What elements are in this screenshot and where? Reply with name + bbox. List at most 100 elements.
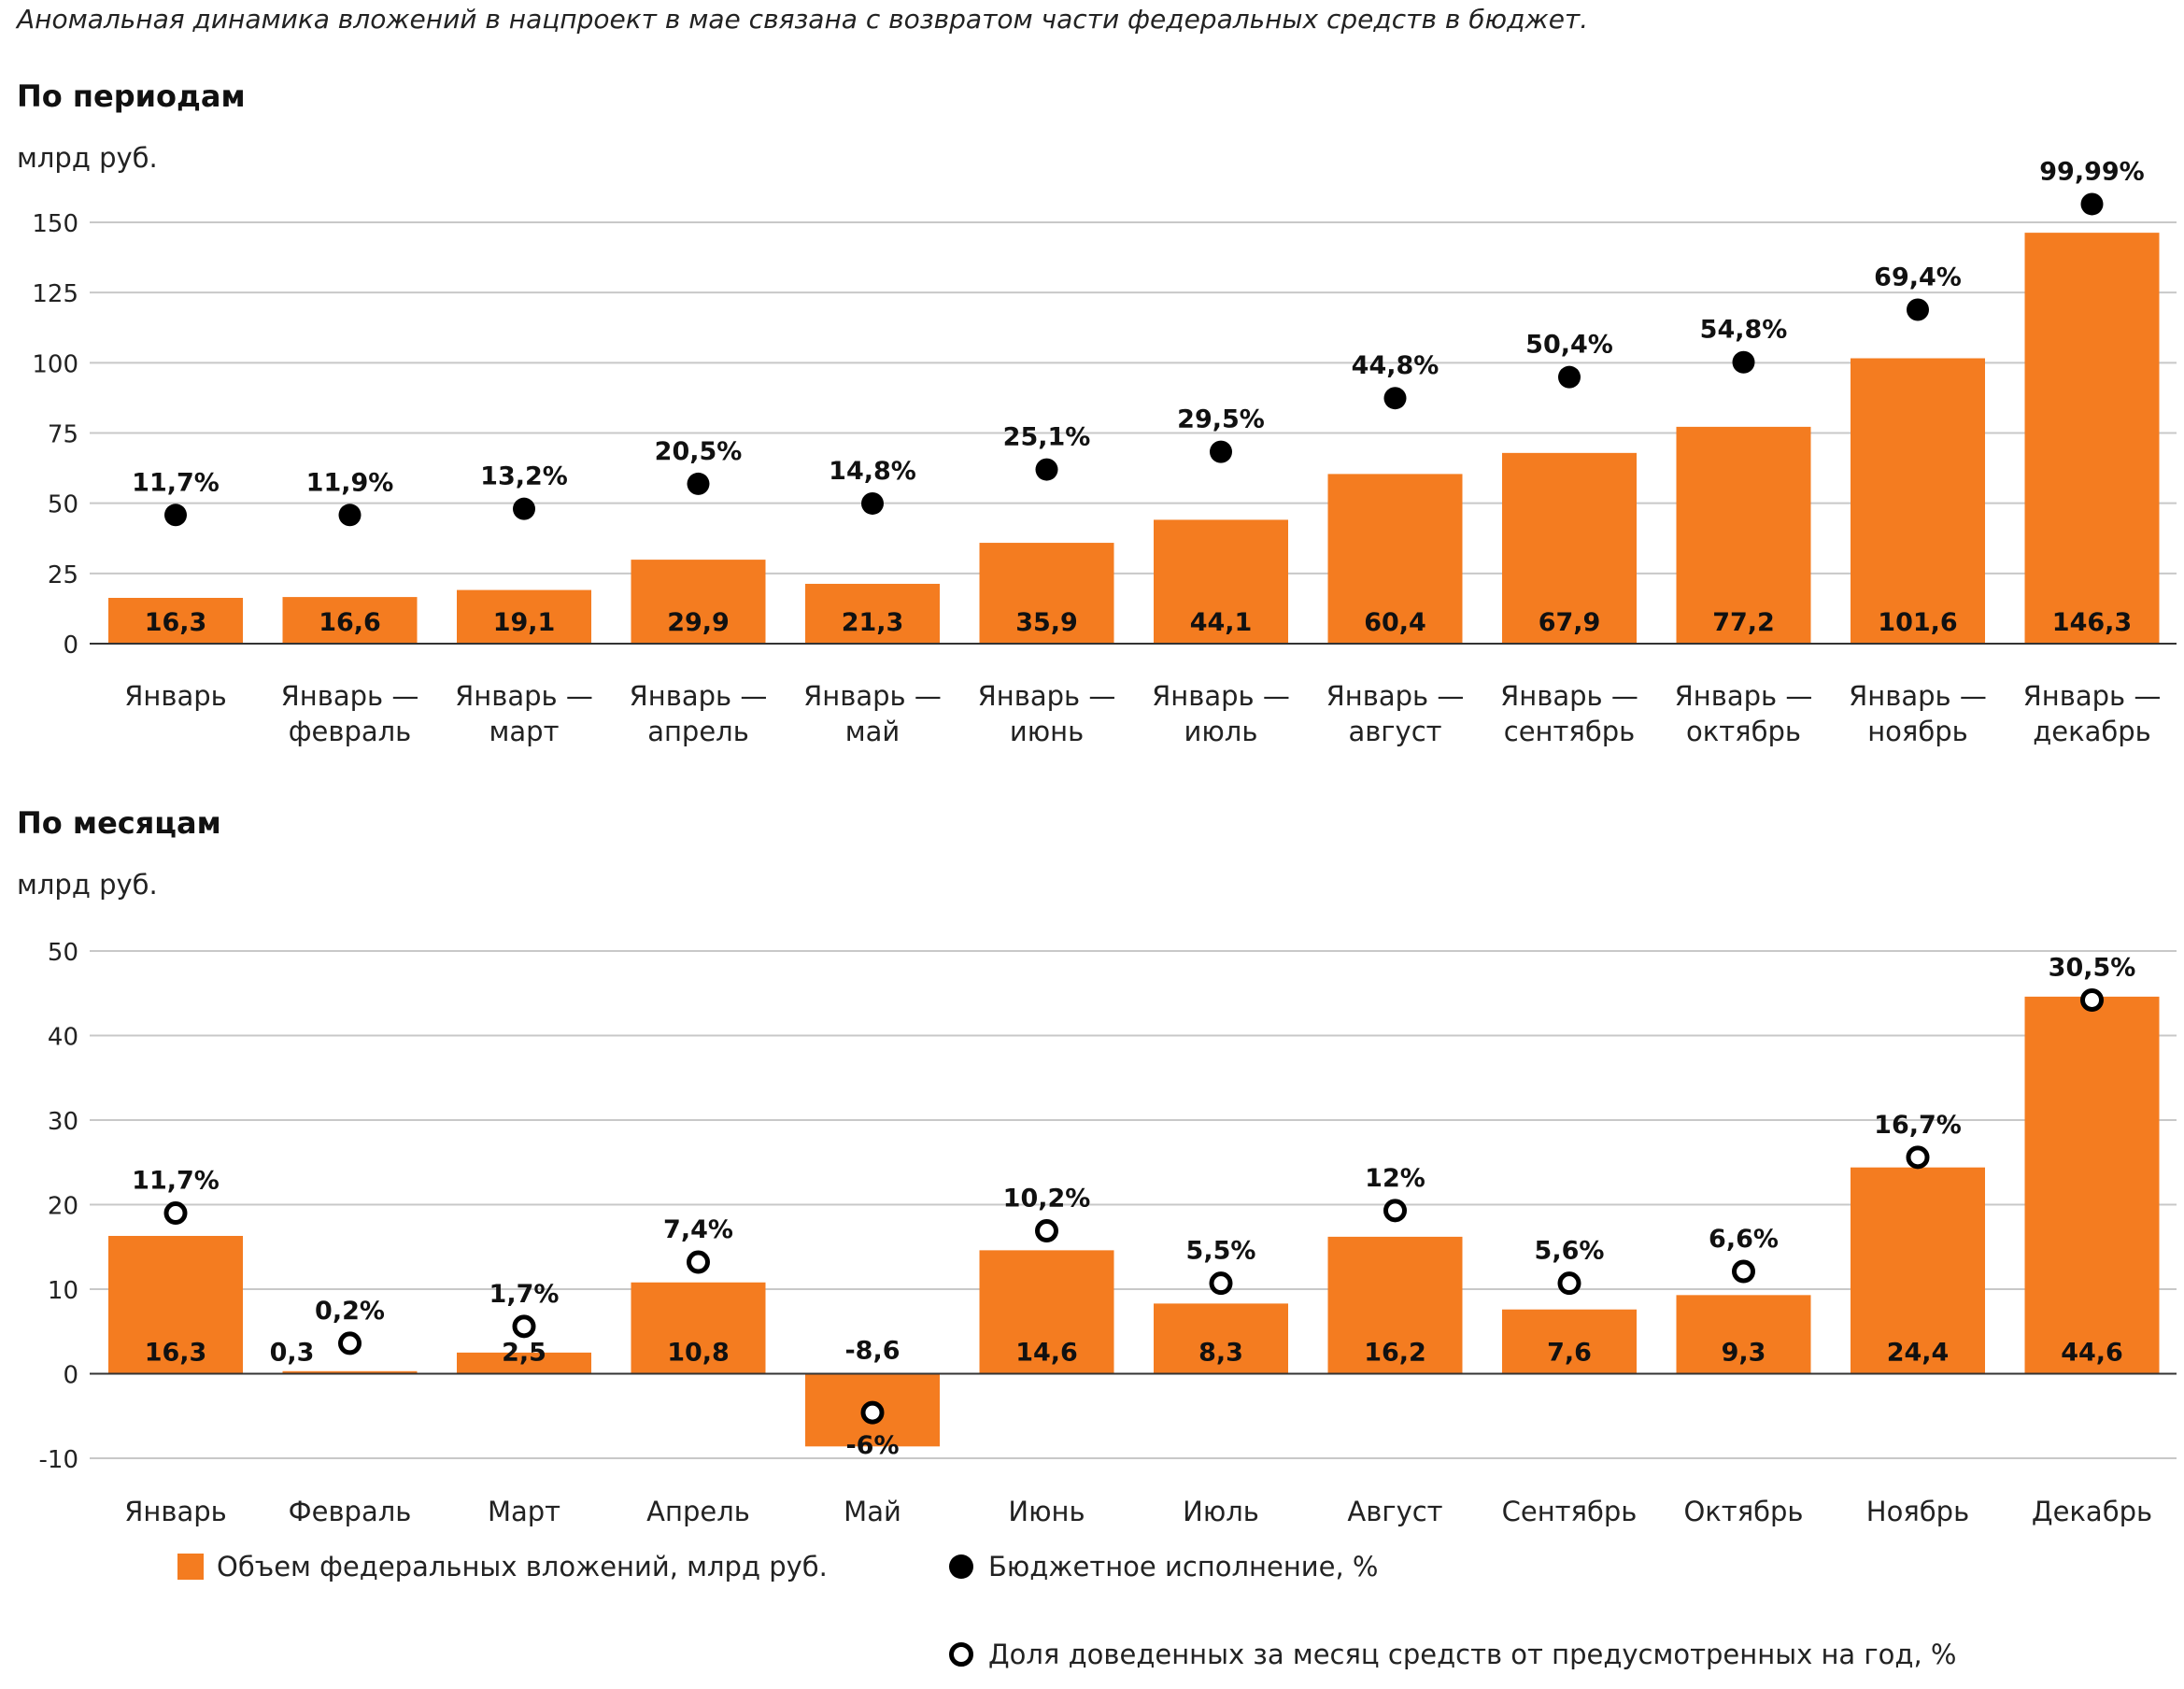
legend-bars: Объем федеральных вложений, млрд руб. xyxy=(177,1551,828,1583)
share-marker-ring xyxy=(1209,1271,1233,1296)
marker-percent-label: 11,7% xyxy=(132,1167,220,1196)
bar xyxy=(631,560,766,644)
bar-value-label: 146,3 xyxy=(2052,608,2132,637)
x-category-label: октябрь xyxy=(1686,716,1801,747)
bar xyxy=(805,583,940,644)
bar xyxy=(282,1370,418,1374)
execution-marker-dot xyxy=(338,504,362,527)
marker-percent-label: 13,2% xyxy=(480,462,568,491)
bar xyxy=(1502,452,1637,644)
x-category-label: Январь xyxy=(124,680,226,712)
y-tick-label: 25 xyxy=(48,561,78,589)
share-marker-ring xyxy=(860,1400,885,1425)
marker-percent-label: 12% xyxy=(1365,1164,1425,1193)
y-tick-label: 0 xyxy=(63,1362,78,1390)
bar xyxy=(631,1282,766,1374)
marker-percent-label: 14,8% xyxy=(829,457,916,486)
y-tick-label: 0 xyxy=(63,632,78,660)
bar-value-label: -8,6 xyxy=(844,1337,900,1366)
bar xyxy=(1154,1303,1288,1374)
marker-percent-label: 11,9% xyxy=(306,468,394,497)
marker-percent-label: 29,5% xyxy=(1177,405,1265,434)
bar xyxy=(2024,233,2160,644)
bar xyxy=(1154,519,1288,644)
share-marker-ring xyxy=(1035,1219,1058,1243)
bar-value-label: 24,4 xyxy=(1887,1339,1950,1368)
x-category-label: Январь — xyxy=(455,680,593,712)
x-category-label: Июль xyxy=(1183,1496,1259,1527)
x-category-label: Январь — xyxy=(978,680,1116,712)
marker-percent-label: 25,1% xyxy=(1003,423,1091,452)
bar-value-label: 16,2 xyxy=(1364,1339,1426,1368)
bar xyxy=(108,597,243,644)
x-category-label: июль xyxy=(1184,716,1258,747)
marker-percent-label: 5,5% xyxy=(1186,1237,1256,1266)
marker-percent-label: 7,4% xyxy=(663,1215,733,1244)
y-tick-label: -10 xyxy=(39,1446,78,1474)
marker-percent-label: 69,4% xyxy=(1874,263,1962,292)
bar-value-label: 19,1 xyxy=(493,608,556,637)
bar xyxy=(1851,358,1985,644)
bar-value-label: 16,6 xyxy=(319,608,381,637)
y-tick-label: 50 xyxy=(48,939,78,967)
legend-filled-dot-icon xyxy=(949,1554,973,1579)
execution-marker-dot xyxy=(1035,458,1058,481)
x-category-label: Январь — xyxy=(803,680,942,712)
x-category-label: Август xyxy=(1347,1496,1442,1527)
execution-marker-dot xyxy=(1558,365,1581,389)
x-category-label: май xyxy=(845,716,901,747)
x-category-label: сентябрь xyxy=(1504,716,1635,747)
execution-marker-dot xyxy=(687,472,710,495)
share-marker-ring xyxy=(163,1201,188,1226)
bar xyxy=(1851,1167,1985,1374)
marker-percent-label: 6,6% xyxy=(1709,1225,1779,1254)
x-category-label: март xyxy=(489,716,560,747)
y-tick-label: 40 xyxy=(48,1024,78,1052)
bar xyxy=(108,1235,243,1374)
x-category-label: Апрель xyxy=(646,1496,750,1527)
legend-filled: Бюджетное исполнение, % xyxy=(949,1551,1378,1583)
bar xyxy=(1327,474,1463,644)
execution-marker-dot xyxy=(1383,387,1407,410)
marker-percent-label: 1,7% xyxy=(489,1280,560,1309)
share-marker-ring xyxy=(1906,1145,1930,1170)
x-category-label: Январь — xyxy=(1849,680,1987,712)
x-category-label: Ноябрь xyxy=(1866,1496,1969,1527)
x-category-label: Июнь xyxy=(1008,1496,1085,1527)
bar xyxy=(1502,1309,1637,1374)
share-marker-ring xyxy=(1383,1199,1407,1223)
y-tick-label: 125 xyxy=(32,280,78,308)
legend-open: Доля доведенных за месяц средств от пред… xyxy=(949,1639,1956,1670)
share-marker-ring xyxy=(1557,1271,1581,1296)
y-tick-label: 10 xyxy=(48,1277,78,1305)
bar-value-label: 16,3 xyxy=(145,1339,207,1368)
x-category-label: Октябрь xyxy=(1683,1496,1803,1527)
bar xyxy=(979,1250,1114,1374)
y-tick-label: 20 xyxy=(48,1193,78,1221)
bar-value-label: 29,9 xyxy=(667,608,730,637)
x-category-label: Январь — xyxy=(1675,680,1813,712)
legend-bars-label: Объем федеральных вложений, млрд руб. xyxy=(217,1551,828,1583)
legend-bar-swatch xyxy=(177,1554,204,1580)
chart-panel-2: -10 0 10 20 30 40 50 16,3 0,3 2,5 10,8 -8,6 14,6 8,3 1… xyxy=(39,939,2177,1527)
bar-value-label: 2,5 xyxy=(502,1339,546,1368)
chart-panel-1: 0 25 50 75 100 125 150 16,3 16,6 19,1 29,9 21,3 35,9… xyxy=(32,157,2177,747)
marker-percent-label: 44,8% xyxy=(1352,351,1439,380)
x-category-label: Январь — xyxy=(1152,680,1290,712)
bar-value-label: 44,6 xyxy=(2061,1339,2123,1368)
x-category-label: июнь xyxy=(1010,716,1084,747)
marker-percent-label: 20,5% xyxy=(655,437,743,466)
x-category-label: ноябрь xyxy=(1867,716,1968,747)
y-unit-label-months: млрд руб. xyxy=(17,869,158,901)
share-marker-ring xyxy=(512,1314,536,1339)
bar-value-label: 77,2 xyxy=(1712,608,1775,637)
share-marker-ring xyxy=(687,1250,710,1274)
bar xyxy=(1676,426,1811,644)
x-category-label: апрель xyxy=(647,716,749,747)
marker-percent-label: -6% xyxy=(845,1431,899,1460)
execution-marker-dot xyxy=(861,491,884,515)
x-category-label: Январь — xyxy=(630,680,768,712)
x-category-label: Январь — xyxy=(1500,680,1638,712)
bar-value-label: 16,3 xyxy=(145,608,207,637)
